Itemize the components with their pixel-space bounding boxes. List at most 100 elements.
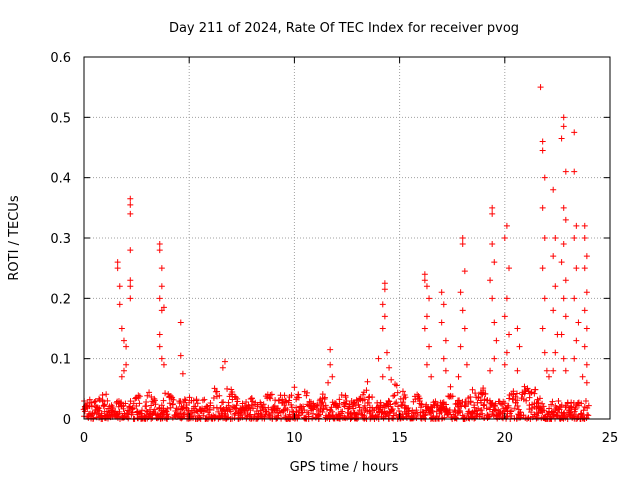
data-point (548, 401, 555, 408)
data-point (385, 397, 392, 404)
data-point (112, 408, 119, 415)
data-point (248, 395, 255, 402)
data-point (489, 210, 496, 217)
data-point (118, 373, 125, 380)
data-point (353, 411, 360, 418)
data-point (485, 413, 492, 420)
data-point (501, 313, 508, 320)
data-point (243, 399, 250, 405)
data-point (109, 404, 116, 411)
data-point (127, 195, 134, 202)
data-point (383, 349, 390, 356)
data-point (394, 389, 401, 396)
data-point (156, 343, 163, 350)
data-point (186, 394, 193, 401)
data-point (342, 400, 349, 407)
data-point (127, 201, 134, 208)
data-point (276, 397, 283, 404)
data-point (189, 412, 196, 419)
x-tick-label: 10 (286, 431, 303, 446)
data-point (534, 396, 541, 403)
data-point (477, 397, 484, 404)
data-point (162, 390, 169, 397)
data-point (156, 247, 163, 254)
data-point (88, 403, 95, 410)
data-point (220, 399, 227, 406)
data-point (132, 395, 139, 402)
x-tick-label: 25 (602, 431, 619, 446)
chart-title: Day 211 of 2024, Rate Of TEC Index for r… (169, 21, 519, 36)
data-point (164, 405, 171, 412)
data-point (393, 382, 400, 389)
data-point (361, 396, 368, 403)
data-point (216, 392, 223, 399)
data-point (562, 168, 569, 175)
data-point (561, 409, 568, 416)
data-point (158, 265, 165, 272)
data-point (571, 295, 578, 302)
data-point (288, 392, 295, 399)
data-point (540, 403, 547, 410)
data-point (503, 222, 510, 229)
data-point (173, 405, 180, 412)
data-point (179, 414, 186, 421)
data-point (391, 392, 398, 399)
data-point (138, 407, 145, 414)
x-tick-label: 0 (80, 431, 88, 446)
data-point (238, 410, 245, 417)
data-point (560, 123, 567, 130)
data-point (432, 398, 439, 405)
y-tick-label: 0.2 (50, 292, 71, 307)
data-point (215, 408, 222, 415)
data-point (294, 415, 301, 422)
data-point (552, 349, 559, 356)
data-point (193, 397, 200, 404)
data-point (501, 400, 508, 407)
x-axis-label: GPS time / hours (290, 460, 399, 475)
data-point (560, 295, 567, 302)
data-point (410, 409, 417, 416)
data-point (363, 387, 370, 394)
data-point (267, 395, 274, 402)
data-point (86, 396, 93, 403)
data-point (279, 396, 286, 403)
data-point (375, 355, 382, 362)
data-point (560, 204, 567, 211)
data-point (505, 402, 512, 409)
data-point (206, 406, 213, 413)
data-point (179, 405, 186, 412)
data-point (541, 349, 548, 356)
data-point (552, 235, 559, 241)
data-point (501, 361, 508, 368)
data-point (514, 367, 521, 374)
data-point (560, 355, 567, 362)
data-point (413, 407, 420, 414)
data-point (523, 397, 530, 404)
data-point (352, 415, 359, 422)
data-point (143, 398, 150, 405)
data-point (489, 411, 496, 418)
data-point (160, 304, 167, 311)
data-point (573, 222, 580, 229)
data-point (549, 398, 556, 405)
data-point (167, 404, 174, 411)
data-point (91, 410, 98, 417)
data-point (539, 147, 546, 154)
data-point (151, 406, 158, 413)
data-point (487, 277, 494, 284)
data-point (181, 396, 188, 403)
data-point (558, 331, 565, 338)
data-point (491, 355, 498, 362)
data-point (225, 402, 232, 409)
data-point (560, 241, 567, 248)
data-point (123, 361, 130, 368)
data-point (528, 389, 535, 396)
data-point (160, 361, 167, 368)
data-point (581, 235, 588, 241)
data-point (177, 352, 184, 359)
data-point (506, 265, 513, 272)
data-point (180, 404, 187, 411)
data-point (212, 414, 219, 421)
data-point (578, 400, 585, 407)
data-point (386, 364, 393, 371)
